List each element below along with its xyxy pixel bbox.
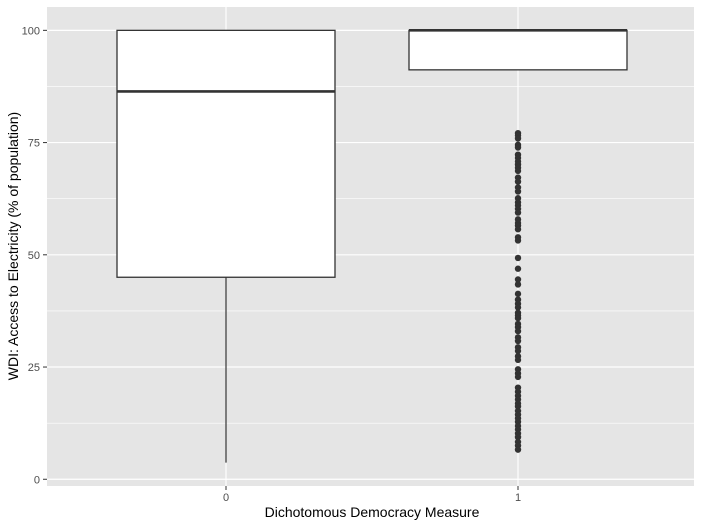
outlier-point <box>514 226 522 233</box>
box-iqr <box>408 29 628 71</box>
outlier-point <box>514 265 522 272</box>
outlier-point <box>514 327 522 335</box>
outlier-point <box>514 446 522 453</box>
outlier-point <box>514 188 522 195</box>
outlier-point <box>514 337 522 345</box>
box-iqr <box>116 29 336 278</box>
outlier-point <box>514 167 522 175</box>
outlier-point <box>514 403 522 410</box>
outlier-layer <box>514 129 522 453</box>
outlier-point <box>514 144 522 151</box>
outlier-point <box>514 135 522 142</box>
outlier-point <box>514 373 522 381</box>
y-tick-label: 50 <box>28 250 40 262</box>
outlier-point <box>514 433 522 441</box>
outlier-point <box>514 276 522 283</box>
outlier-point <box>514 356 522 364</box>
y-tick-label: 0 <box>34 474 40 486</box>
outlier-point <box>514 290 522 298</box>
x-axis-title: Dichotomous Democracy Measure <box>265 504 480 520</box>
y-axis: 0 25 50 75 100 <box>22 25 47 486</box>
outlier-point <box>514 237 522 244</box>
y-tick-label: 75 <box>28 138 40 150</box>
outlier-point <box>514 178 522 185</box>
x-tick-label: 1 <box>515 492 521 504</box>
outlier-point <box>514 281 522 288</box>
outlier-point <box>514 304 522 311</box>
outlier-point <box>514 209 522 216</box>
outlier-point <box>514 254 522 262</box>
y-tick-label: 100 <box>22 25 40 37</box>
outlier-point <box>514 314 522 322</box>
outlier-point <box>514 347 522 355</box>
y-tick-label: 25 <box>28 362 40 374</box>
box-layer <box>116 29 628 463</box>
x-tick-label: 0 <box>223 492 229 504</box>
y-axis-title: WDI: Access to Electricity (% of populat… <box>5 112 21 380</box>
